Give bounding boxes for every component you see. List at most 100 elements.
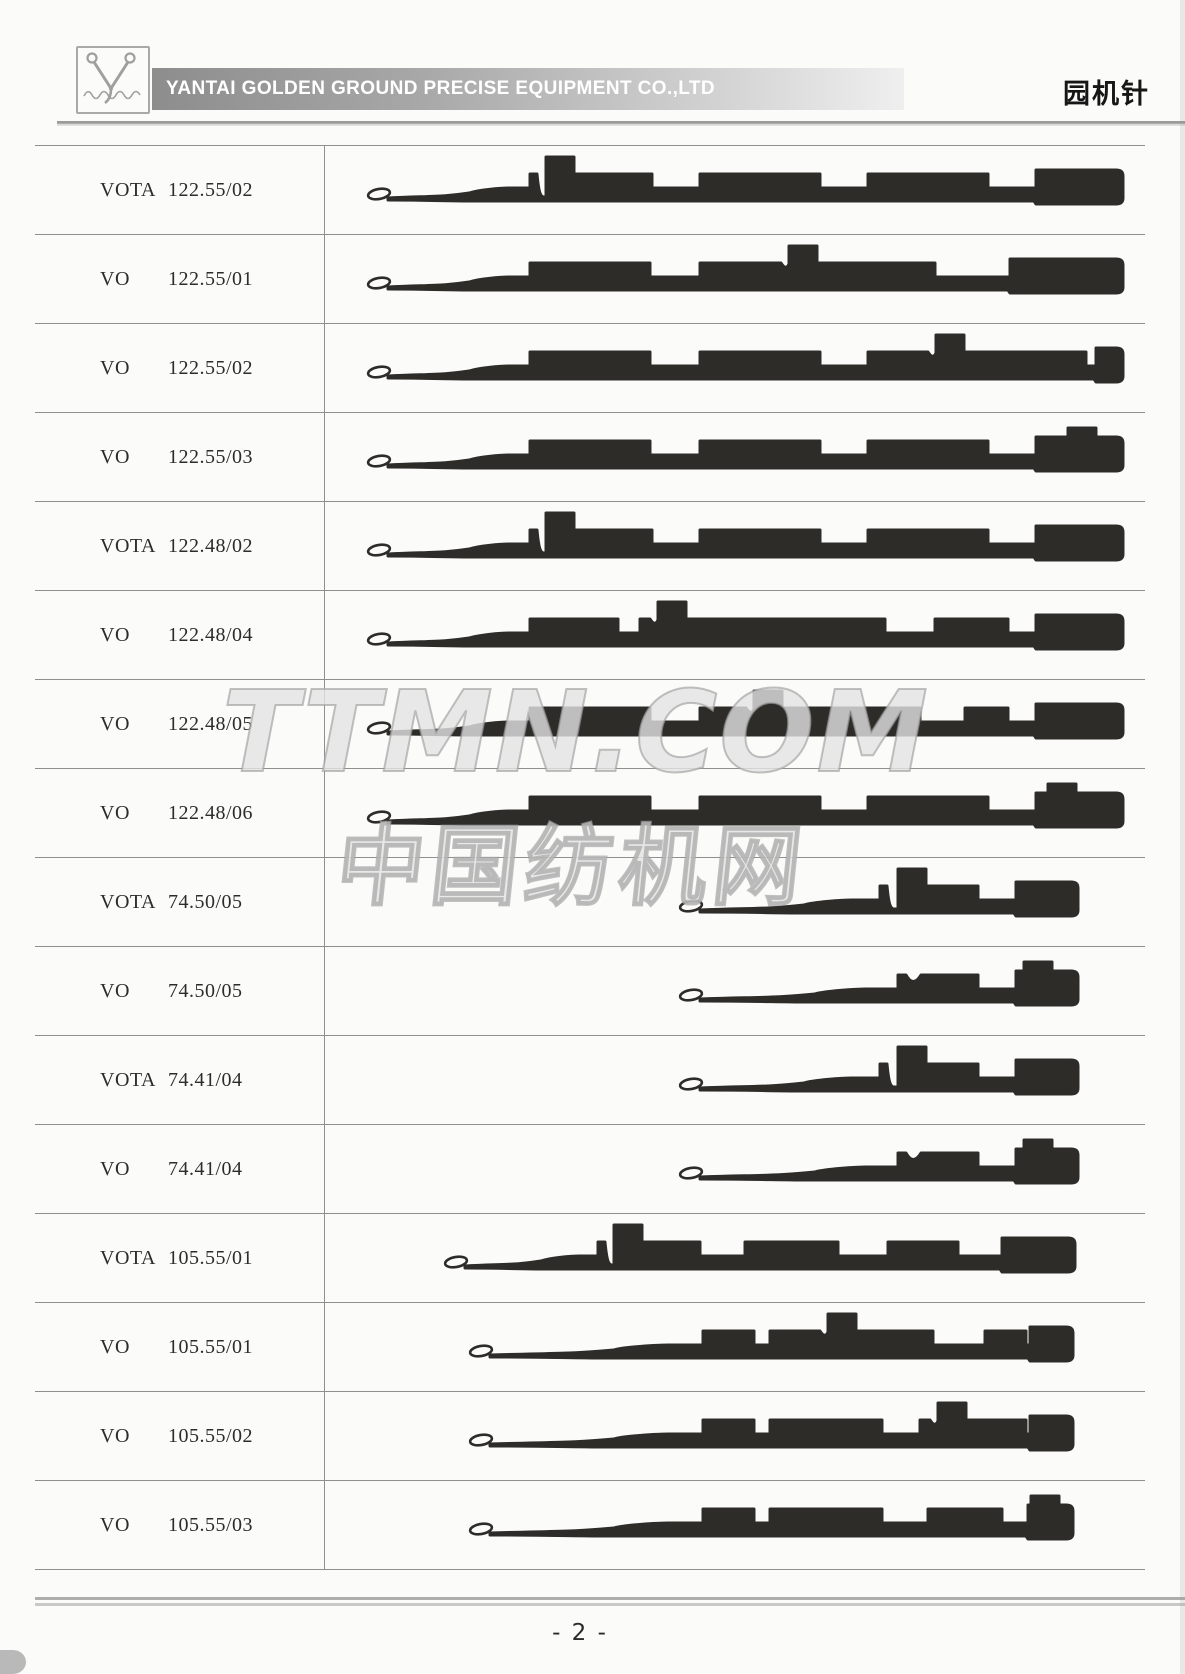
needle-hook (468, 1344, 494, 1358)
model-series: VO (100, 357, 130, 379)
table-grid-line (35, 234, 1145, 235)
header-divider-rule (57, 121, 1185, 126)
table-grid-line (35, 1302, 1145, 1303)
needle-profile-image (443, 1223, 1077, 1274)
table-grid-line (35, 145, 1145, 146)
table-row: VO 122.55/02 (0, 323, 1185, 412)
table-grid-line (35, 1569, 1145, 1570)
table-grid-line (35, 501, 1145, 502)
model-series: VO (100, 446, 130, 468)
needle-hook (366, 187, 392, 201)
needle-profile-image (678, 1045, 1080, 1096)
table-row: VO 74.41/04 (0, 1124, 1185, 1213)
table-column-divider (324, 145, 325, 1569)
model-size: 74.41/04 (168, 1069, 243, 1091)
needle-hook (468, 1433, 494, 1447)
table-row: VO 122.48/06 (0, 768, 1185, 857)
table-row: VO 105.55/03 (0, 1480, 1185, 1569)
table-grid-line (35, 679, 1145, 680)
needle-hook (678, 988, 704, 1002)
table-row: VO 105.55/01 (0, 1302, 1185, 1391)
needle-profile-image (366, 511, 1125, 562)
model-series: VOTA (100, 179, 156, 201)
model-series: VOTA (100, 535, 156, 557)
table-row: VOTA 122.48/02 (0, 501, 1185, 590)
model-series: VO (100, 1158, 130, 1180)
model-size: 122.48/06 (168, 802, 254, 824)
table-grid-line (35, 412, 1145, 413)
table-row: VO 74.50/05 (0, 946, 1185, 1035)
model-size: 122.48/04 (168, 624, 254, 646)
model-series: VOTA (100, 891, 156, 913)
scan-artifact (0, 1650, 26, 1674)
needle-hook (678, 899, 704, 913)
table-grid-line (35, 1124, 1145, 1125)
needle-profile-image (366, 155, 1125, 206)
model-size: 122.55/02 (168, 179, 254, 201)
model-size: 105.55/01 (168, 1247, 254, 1269)
model-series: VO (100, 624, 130, 646)
needle-profile-image (366, 333, 1125, 384)
needle-hook (468, 1522, 494, 1536)
table-row: VOTA 122.55/02 (0, 145, 1185, 234)
model-size: 74.41/04 (168, 1158, 243, 1180)
needle-hook (678, 1077, 704, 1091)
model-size: 122.55/01 (168, 268, 254, 290)
model-series: VO (100, 268, 130, 290)
company-logo (76, 46, 150, 114)
table-grid-line (35, 768, 1145, 769)
needle-profile-image (366, 782, 1125, 829)
table-row: VO 122.55/03 (0, 412, 1185, 501)
needle-hook (366, 810, 392, 824)
table-row: VOTA 74.50/05 (0, 857, 1185, 946)
table-grid-line (35, 590, 1145, 591)
needle-hook (678, 1166, 704, 1180)
table-row: VO 122.55/01 (0, 234, 1185, 323)
table-grid-line (35, 1213, 1145, 1214)
table-row: VOTA 105.55/01 (0, 1213, 1185, 1302)
model-size: 122.48/05 (168, 713, 254, 735)
model-series: VO (100, 1336, 130, 1358)
table-row: VOTA 74.41/04 (0, 1035, 1185, 1124)
table-grid-line (35, 323, 1145, 324)
table-grid-line (35, 857, 1145, 858)
needle-profile-image (468, 1312, 1075, 1363)
model-series: VO (100, 713, 130, 735)
table-row: VO 105.55/02 (0, 1391, 1185, 1480)
table-grid-line (35, 946, 1145, 947)
needle-profile-image (678, 1138, 1080, 1185)
scan-edge-shade (1180, 0, 1185, 1674)
model-series: VOTA (100, 1247, 156, 1269)
table-row: VO 122.48/04 (0, 590, 1185, 679)
header-bar: YANTAI GOLDEN GROUND PRECISE EQUIPMENT C… (152, 68, 904, 110)
model-size: 105.55/01 (168, 1336, 254, 1358)
model-series: VOTA (100, 1069, 156, 1091)
model-size: 105.55/02 (168, 1425, 254, 1447)
model-size: 122.55/02 (168, 357, 254, 379)
company-name: YANTAI GOLDEN GROUND PRECISE EQUIPMENT C… (166, 78, 716, 99)
needle-profile-image (468, 1401, 1075, 1452)
needle-hook (443, 1255, 469, 1269)
table-grid-line (35, 1391, 1145, 1392)
needle-hook (366, 454, 392, 468)
needle-hook (366, 721, 392, 735)
needle-profile-image (366, 244, 1125, 295)
model-size: 105.55/03 (168, 1514, 254, 1536)
needle-hook (366, 276, 392, 290)
model-size: 122.55/03 (168, 446, 254, 468)
table-grid-line (35, 1035, 1145, 1036)
needle-profile-image (678, 867, 1080, 918)
needle-hook (366, 632, 392, 646)
needle-profile-image (366, 426, 1125, 473)
model-size: 74.50/05 (168, 891, 243, 913)
page-number: - 2 - (552, 1620, 608, 1646)
footer-rule (35, 1603, 1185, 1606)
model-series: VO (100, 980, 130, 1002)
model-series: VO (100, 1514, 130, 1536)
model-size: 74.50/05 (168, 980, 243, 1002)
table-grid-line (35, 1480, 1145, 1481)
model-size: 122.48/02 (168, 535, 254, 557)
needle-hook (366, 543, 392, 557)
model-series: VO (100, 802, 130, 824)
needle-profile-image (468, 1494, 1075, 1541)
